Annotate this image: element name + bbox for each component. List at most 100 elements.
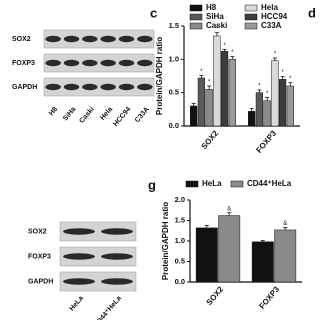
legend-label: SiHa [206,12,224,21]
bar [228,59,236,127]
bar [255,92,264,127]
blot-label: FOXP3 [28,253,51,260]
x-tick-label: SOX2 [200,128,221,151]
blot-band [82,35,98,43]
y-tick-label: 0.0 [175,277,185,286]
y-tick-label: 0.0 [169,121,179,130]
blot-band [45,83,61,91]
blot-band [101,278,133,285]
lane-label: CD44⁺HeLa [93,295,123,320]
legend-label: Caski [206,21,227,30]
x-tick-label: FOXP3 [254,128,278,154]
legend-label: H8 [206,3,217,12]
significance: * [231,50,234,56]
legend-swatch [244,13,258,21]
bar [248,111,256,127]
y-tick-label: 0.5 [169,88,179,97]
significance: * [223,43,226,49]
legend-label: Hela [261,3,278,12]
legend-label: C33A [261,21,282,30]
bar [213,35,221,127]
blot-band [100,59,116,67]
bar [197,77,206,127]
blot-band [137,83,153,91]
blot-label: SOX2 [28,228,47,235]
blot-band [63,228,95,235]
significance: * [258,84,261,90]
blot-band [137,59,153,67]
panel-letter: d [308,5,316,20]
bar [263,100,271,127]
significance: & [283,221,287,227]
blot-strip [59,271,137,292]
y-axis-label: Protein/GAPDH ratio [161,202,170,280]
bar [205,89,213,127]
blot-band [118,83,135,91]
panel-letter: g [148,177,156,192]
x-tick-label: SOX2 [205,284,226,307]
blot-band [63,253,95,260]
legend-swatch [189,22,203,30]
lane-label: Hela [99,106,114,122]
blot-label: SOX2 [12,36,31,43]
y-tick-label: 1.0 [175,236,185,245]
blot-band [63,278,95,285]
bar [278,79,287,127]
bar [190,105,198,127]
blot-band [101,253,133,260]
x-tick-label: FOXP3 [257,284,281,310]
y-tick-label: 0.5 [175,256,185,265]
blot-band [63,83,80,91]
blot-band [45,59,61,67]
blot-strip [43,77,155,97]
blot-band [118,59,135,67]
blot-label: FOXP3 [12,60,35,67]
bar [218,215,241,283]
legend-label: CD44⁺HeLa [247,179,292,188]
legend-swatch [244,4,258,12]
blot-band [100,35,116,43]
bar [286,85,294,127]
legend-swatch [185,180,199,188]
y-tick-label: 2.0 [175,195,185,204]
blot-band [101,228,133,235]
blot-band [137,35,153,43]
panel-letter: c [150,5,157,20]
significance: * [274,52,277,58]
bar [274,229,297,283]
legend-swatch [189,13,203,21]
significance: * [289,76,292,82]
bar [251,241,274,283]
y-tick-label: 1.0 [169,54,179,63]
blot-strip [43,29,155,49]
bar [195,227,218,283]
blot-strip [59,221,137,242]
bar [271,60,279,127]
significance: * [266,91,269,97]
blot-band [118,35,135,43]
lane-label: Caski [78,106,95,125]
blot-band [100,83,116,91]
legend-swatch [189,4,203,12]
blot-band [82,83,98,91]
y-axis-label: Protein/GAPDH ratio [155,37,164,115]
blot-strip [43,53,155,73]
lane-label: H8 [48,106,59,117]
bar [220,51,229,127]
legend-label: HeLa [202,179,222,188]
legend-swatch [244,22,258,30]
y-tick-label: 1.5 [175,215,185,224]
significance: * [208,80,211,86]
blot-strip [59,246,137,267]
significance: * [216,26,219,32]
lane-label: HeLa [69,295,85,313]
significance: & [227,206,231,212]
legend-label: HCC94 [261,12,288,21]
blot-label: GAPDH [28,278,53,285]
significance: * [200,69,203,75]
y-tick-label: 1.5 [169,21,179,30]
legend-swatch [230,180,244,188]
lane-label: C33A [134,106,151,124]
blot-band [63,35,80,43]
